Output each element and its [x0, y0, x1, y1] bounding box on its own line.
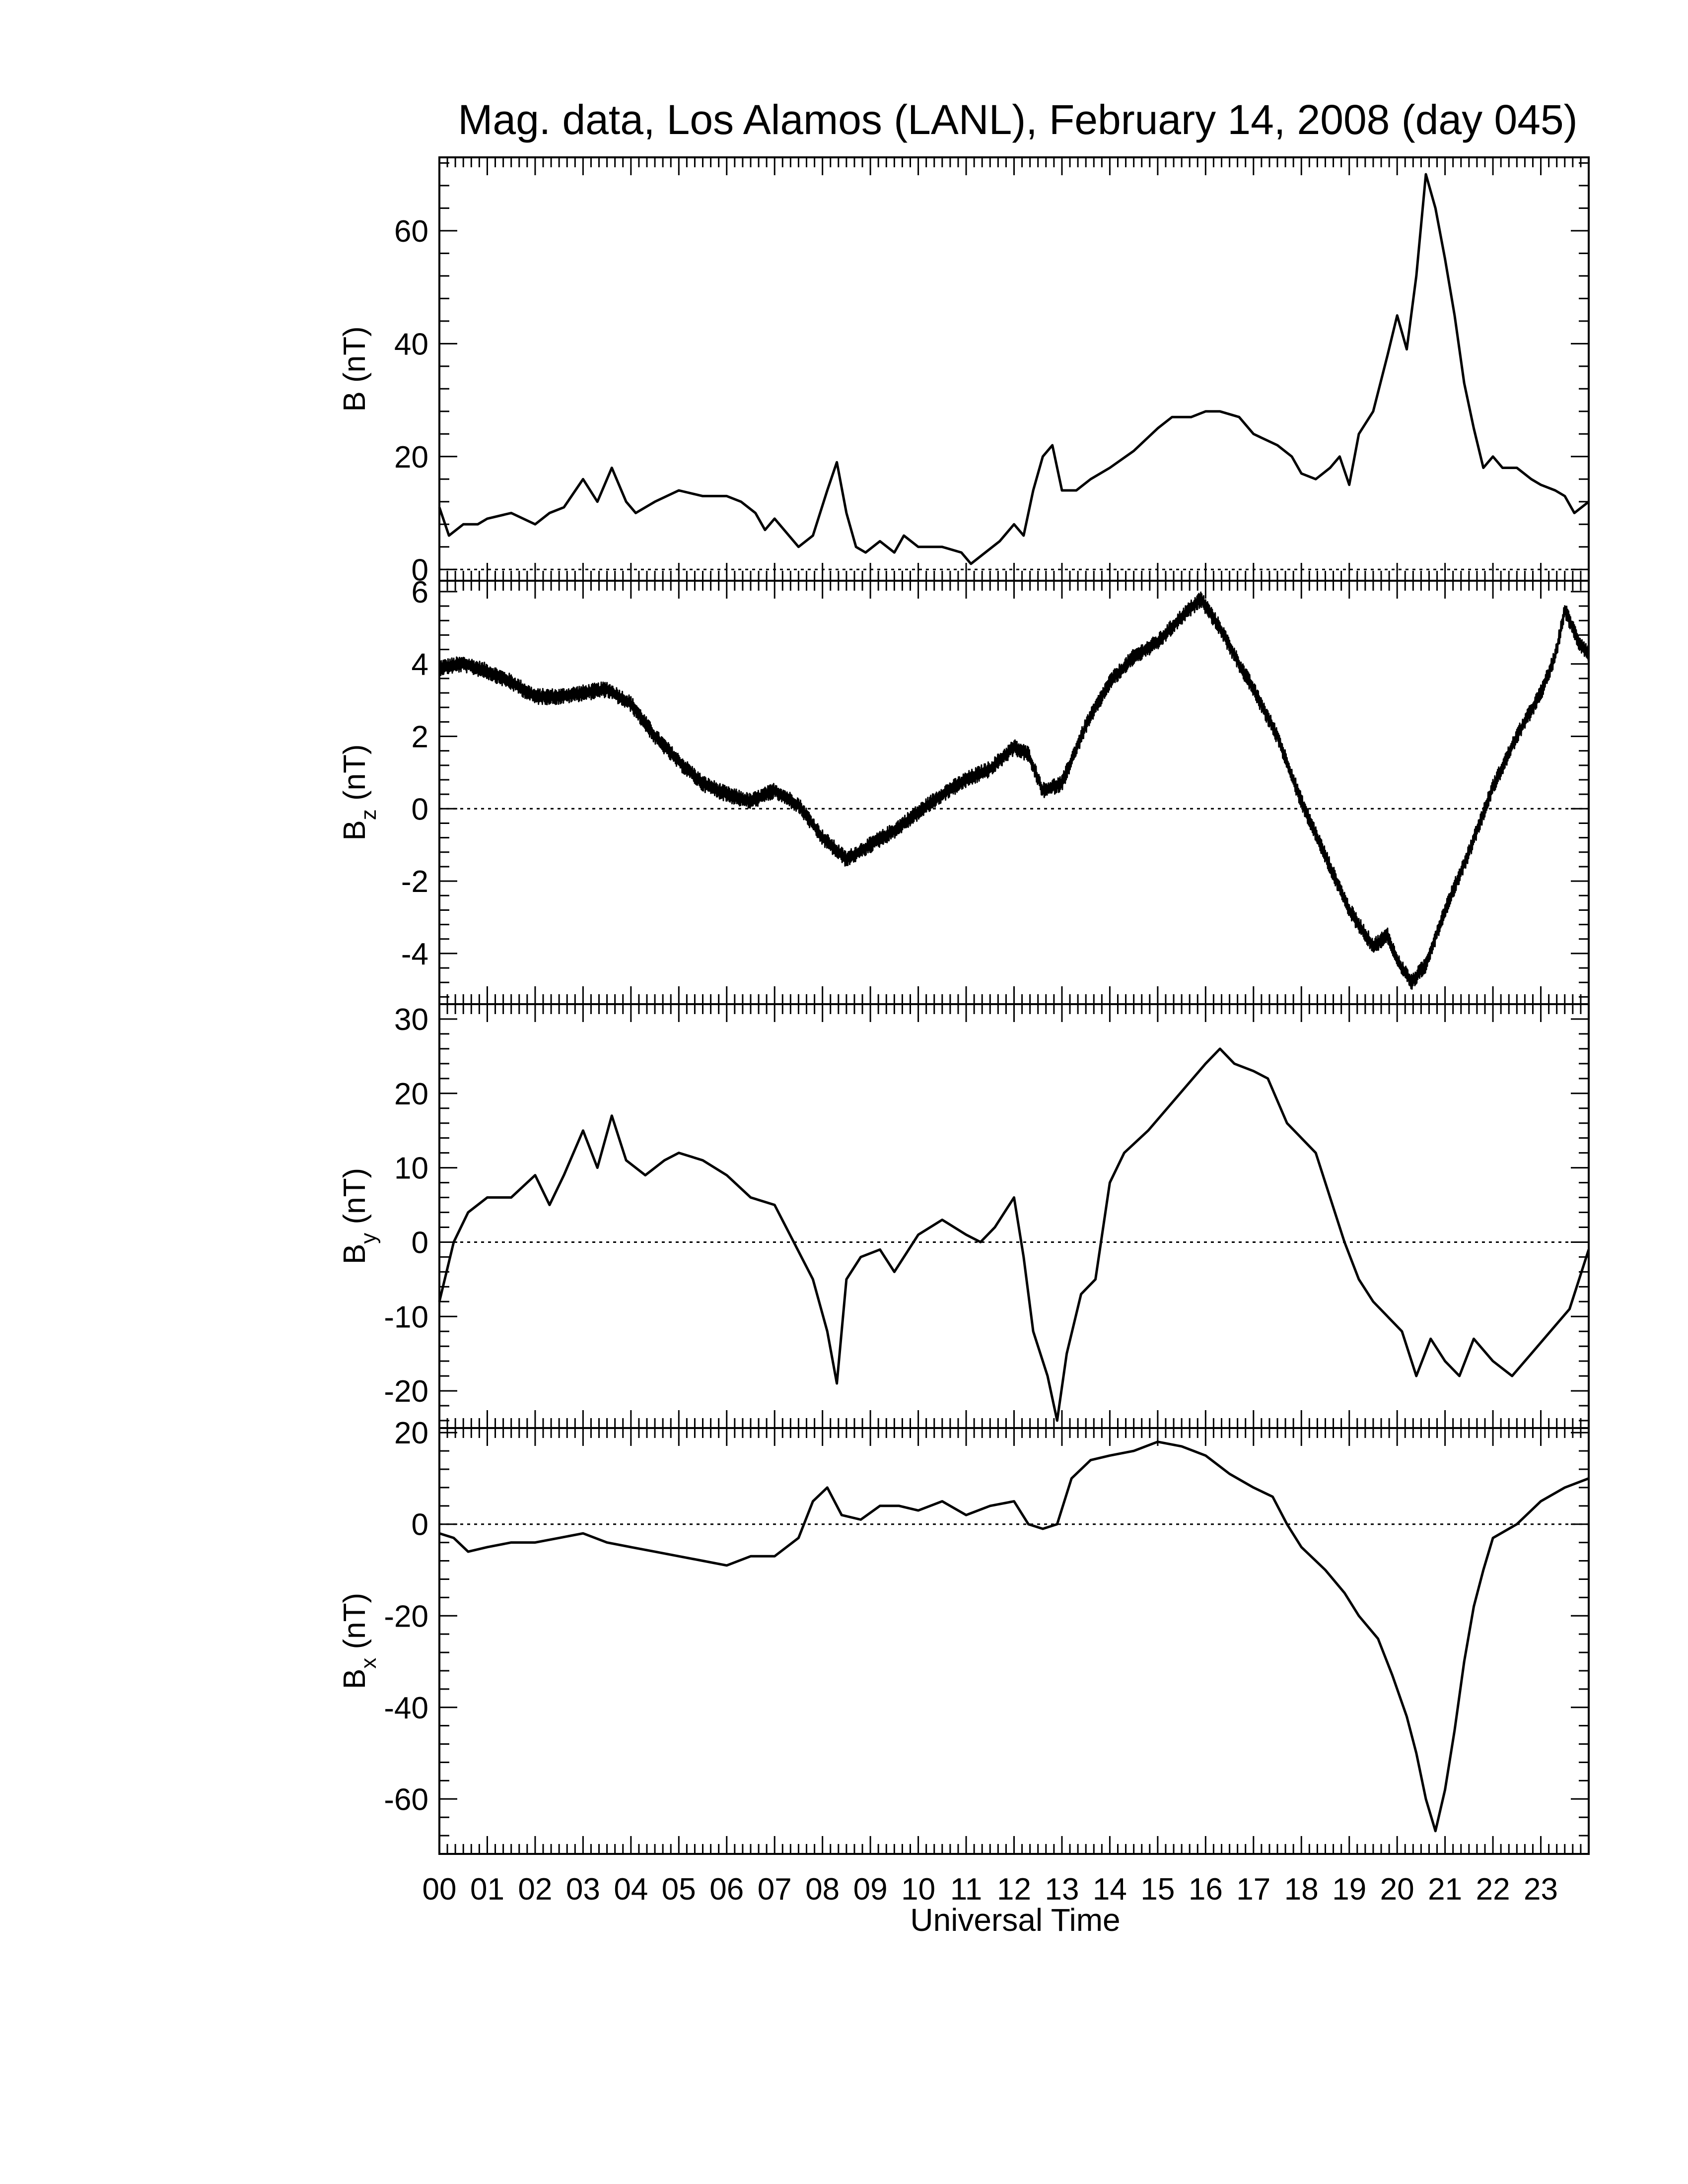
y-tick-label: -20: [384, 1599, 428, 1634]
x-tick-label: 21: [1428, 1872, 1462, 1907]
y-tick-label: 0: [412, 553, 428, 587]
y-tick-label: -4: [401, 937, 428, 971]
x-tick-label: 01: [470, 1872, 504, 1907]
x-tick-label: 03: [566, 1872, 600, 1907]
y-tick-label: 0: [412, 1508, 428, 1542]
x-tick-label: 07: [758, 1872, 792, 1907]
y-tick-label: 40: [394, 327, 428, 361]
y-tick-label: 30: [394, 1003, 428, 1037]
y-axis-label: B (nT): [338, 326, 372, 411]
y-tick-label: 0: [412, 1226, 428, 1260]
x-tick-label: 12: [997, 1872, 1031, 1907]
x-tick-label: 05: [662, 1872, 696, 1907]
x-tick-label: 15: [1140, 1872, 1175, 1907]
y-tick-label: 6: [412, 575, 428, 610]
y-axis-label: By (nT): [338, 1168, 381, 1264]
y-tick-label: 2: [412, 720, 428, 754]
x-tick-label: 08: [805, 1872, 840, 1907]
panel-bz: -4 -2 0 2 4 6 Bz (nT): [338, 575, 1590, 1005]
y-axis-label: Bx (nT): [338, 1593, 381, 1689]
y-tick-label: 20: [394, 1077, 428, 1111]
panel-bx: -60 -40 -20 0 20 Bx (nT): [338, 1416, 1590, 1855]
y-tick-label: 0: [412, 792, 428, 826]
series-line-b: [438, 173, 1590, 565]
x-axis-label: Universal Time: [910, 1902, 1120, 1938]
y-tick-label: 4: [412, 648, 428, 682]
x-tick-label: 18: [1284, 1872, 1319, 1907]
y-tick-label: 60: [394, 214, 428, 249]
x-tick-label: 09: [853, 1872, 888, 1907]
x-tick-label: 22: [1476, 1872, 1510, 1907]
y-tick-label: -20: [384, 1374, 428, 1409]
x-tick-label: 23: [1524, 1872, 1558, 1907]
x-tick-label: 14: [1093, 1872, 1127, 1907]
panel-by: -20 -10 0 10 20 30 By (nT): [338, 1003, 1590, 1429]
x-tick-label: 04: [614, 1872, 648, 1907]
y-axis-label: Bz (nT): [338, 744, 381, 840]
x-tick-label: 13: [1045, 1872, 1079, 1907]
x-tick-label: 06: [709, 1872, 744, 1907]
series-line-bz: [438, 591, 1590, 990]
y-tick-label: -60: [384, 1782, 428, 1817]
y-tick-label: 10: [394, 1152, 428, 1186]
series-line-bx: [439, 1440, 1589, 1833]
x-tick-label: 10: [901, 1872, 935, 1907]
series-line-by: [438, 1047, 1590, 1422]
x-tick-label: 20: [1380, 1872, 1414, 1907]
y-tick-label: 20: [394, 1416, 428, 1450]
x-tick-label: 02: [518, 1872, 552, 1907]
y-tick-label: -40: [384, 1691, 428, 1725]
y-tick-label: -10: [384, 1300, 428, 1334]
x-tick-label: 00: [422, 1872, 457, 1907]
y-tick-label: 20: [394, 440, 428, 475]
x-tick-label: 17: [1236, 1872, 1270, 1907]
y-tick-label: -2: [401, 865, 428, 899]
chart-title: Mag. data, Los Alamos (LANL), February 1…: [458, 96, 1577, 143]
x-tick-label: 16: [1189, 1872, 1223, 1907]
x-tick-label: 11: [950, 1872, 982, 1907]
x-tick-label: 19: [1332, 1872, 1366, 1907]
